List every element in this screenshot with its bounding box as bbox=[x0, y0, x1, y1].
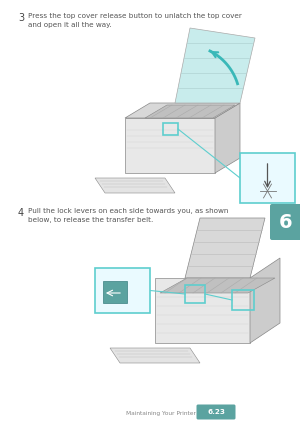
FancyBboxPatch shape bbox=[270, 204, 300, 240]
Bar bbox=[163, 123, 178, 135]
Polygon shape bbox=[125, 103, 240, 118]
FancyBboxPatch shape bbox=[196, 404, 236, 420]
Polygon shape bbox=[155, 278, 250, 343]
Polygon shape bbox=[175, 28, 255, 103]
Text: 3: 3 bbox=[18, 13, 24, 23]
Polygon shape bbox=[103, 281, 127, 303]
Polygon shape bbox=[160, 278, 275, 293]
Text: 6: 6 bbox=[279, 212, 293, 231]
Bar bbox=[232, 290, 254, 310]
Text: Pull the lock levers on each side towards you, as shown
below, to release the tr: Pull the lock levers on each side toward… bbox=[28, 208, 228, 222]
Polygon shape bbox=[215, 103, 240, 173]
Polygon shape bbox=[250, 258, 280, 343]
Text: 6.23: 6.23 bbox=[207, 409, 225, 415]
Text: Maintaining Your Printer: Maintaining Your Printer bbox=[126, 410, 196, 415]
Bar bbox=[185, 285, 205, 303]
Polygon shape bbox=[185, 218, 265, 278]
Bar bbox=[240, 153, 295, 203]
Polygon shape bbox=[95, 178, 175, 193]
Text: 4: 4 bbox=[18, 208, 24, 218]
Polygon shape bbox=[125, 118, 215, 173]
Text: Press the top cover release button to unlatch the top cover
and open it all the : Press the top cover release button to un… bbox=[28, 13, 242, 27]
Bar bbox=[95, 268, 150, 313]
Polygon shape bbox=[110, 348, 200, 363]
Polygon shape bbox=[145, 105, 235, 118]
